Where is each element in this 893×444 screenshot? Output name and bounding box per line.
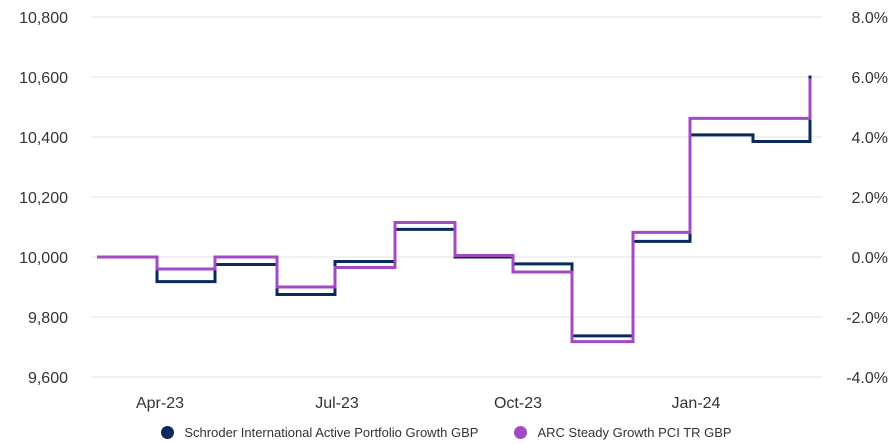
left-tick-label: 10,200 — [19, 190, 68, 207]
series-lines — [97, 75, 812, 344]
right-tick-label: 6.0% — [852, 70, 888, 87]
x-tick-label: Apr-23 — [136, 395, 184, 412]
left-tick-label: 10,400 — [19, 130, 68, 147]
right-tick-label: -4.0% — [846, 370, 888, 387]
x-tick-label: Jan-24 — [672, 395, 721, 412]
legend-marker-schroder — [161, 425, 175, 439]
line-chart: 10,800 10,600 10,400 10,200 10,000 9,800 9,600… — [19, 10, 888, 412]
right-tick-label: 8.0% — [852, 10, 888, 27]
right-tick-label: 0.0% — [852, 250, 888, 267]
series-line-schroder — [97, 75, 812, 338]
x-tick-label: Oct-23 — [494, 395, 542, 412]
right-tick-label: -2.0% — [846, 310, 888, 327]
left-tick-label: 10,600 — [19, 70, 68, 87]
legend: Schroder International Active Portfolio … — [0, 421, 893, 443]
left-axis-ticks: 10,800 10,600 10,400 10,200 10,000 9,800 9,600 — [19, 10, 68, 387]
legend-label-schroder: Schroder International Active Portfolio … — [184, 424, 479, 440]
right-tick-label: 4.0% — [852, 130, 888, 147]
left-tick-label: 9,600 — [28, 370, 68, 387]
left-tick-label: 9,800 — [28, 310, 68, 327]
legend-label-arc: ARC Steady Growth PCI TR GBP — [537, 424, 732, 440]
x-tick-label: Jul-23 — [315, 395, 359, 412]
left-tick-label: 10,800 — [19, 10, 68, 27]
legend-item-schroder[interactable]: Schroder International Active Portfolio … — [161, 425, 478, 440]
legend-marker-arc — [514, 425, 528, 439]
x-axis-ticks: Apr-23 Jul-23 Oct-23 Jan-24 — [136, 395, 721, 412]
right-axis-ticks: 8.0% 6.0% 4.0% 2.0% 0.0% -2.0% -4.0% — [846, 10, 888, 387]
legend-item-arc[interactable]: ARC Steady Growth PCI TR GBP — [514, 424, 732, 440]
series-line-arc — [97, 78, 812, 344]
gridlines — [92, 16, 822, 378]
left-tick-label: 10,000 — [19, 250, 68, 267]
right-tick-label: 2.0% — [852, 190, 888, 207]
